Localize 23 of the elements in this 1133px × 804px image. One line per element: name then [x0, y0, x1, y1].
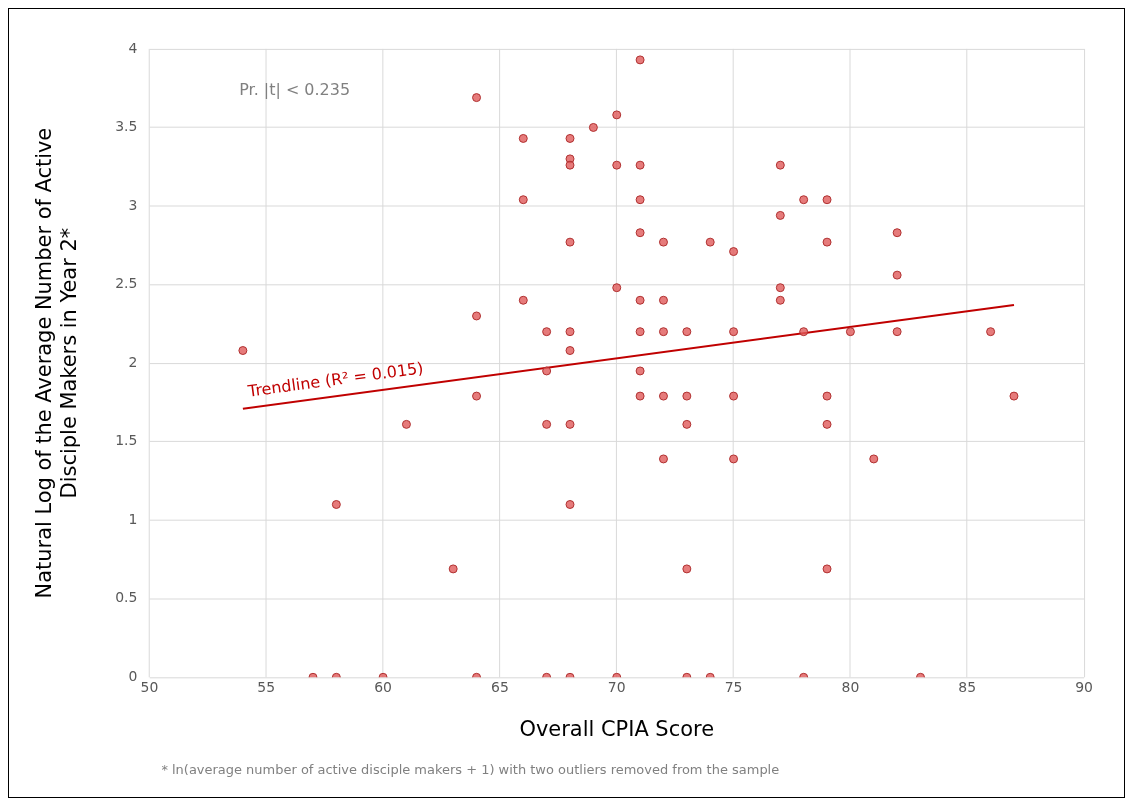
x-tick-label: 50	[140, 679, 159, 696]
y-axis-title: Natural Log of the Average Number of Active Disciple Makers in Year 2*	[31, 127, 82, 599]
x-tick-label: 90	[1075, 679, 1093, 696]
y-tick-label: 2.5	[115, 275, 138, 292]
x-tick-label: 65	[491, 679, 509, 696]
y-tick-label: 4	[128, 39, 138, 56]
y-tick-label: 3.5	[115, 118, 138, 135]
text: Trendline (R² = 0.015)	[245, 358, 425, 401]
text: * ln(average number of active disciple makers + 1) with two outliers removed from the sample	[161, 762, 780, 778]
annotation: Pr. |t| < 0.235	[239, 79, 351, 99]
y-tick-label: 0.5	[115, 589, 138, 606]
y-tick-label: 1	[128, 510, 138, 527]
y-tick-label: 0	[128, 667, 138, 684]
x-tick-label: 75	[724, 679, 743, 696]
y-tick-label: 3	[128, 196, 138, 213]
x-axis-title: Overall CPIA Score	[519, 717, 715, 742]
x-tick-label: 80	[841, 679, 860, 696]
y-tick-label: 2	[128, 353, 138, 370]
x-tick-label: 85	[958, 679, 977, 696]
y-tick-label: 1.5	[115, 432, 138, 449]
x-tick-label: 60	[374, 679, 392, 696]
x-tick-label: 70	[607, 679, 626, 696]
x-tick-label: 55	[257, 679, 276, 696]
